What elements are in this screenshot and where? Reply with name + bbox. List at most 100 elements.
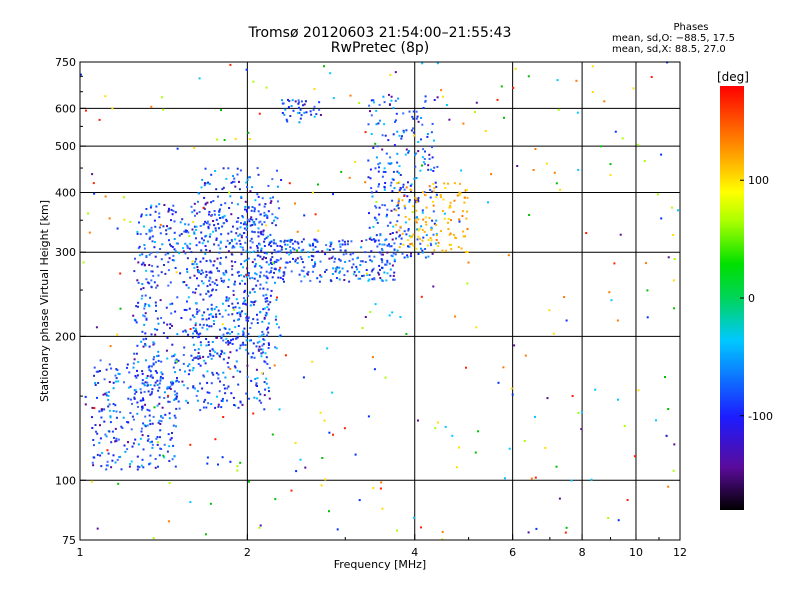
data-point <box>135 305 138 308</box>
data-point <box>232 245 235 248</box>
data-point <box>271 256 274 259</box>
data-point <box>367 279 370 282</box>
data-point <box>360 246 363 249</box>
data-point <box>236 167 239 170</box>
data-point <box>247 257 250 260</box>
data-point <box>332 248 335 251</box>
data-point <box>392 252 395 255</box>
data-point <box>221 225 224 228</box>
data-point <box>140 430 143 433</box>
data-point <box>307 255 310 258</box>
data-point <box>153 342 156 345</box>
data-point <box>199 364 202 367</box>
data-point <box>250 322 253 325</box>
data-point <box>263 394 266 397</box>
data-point <box>395 112 398 115</box>
data-point <box>667 408 670 410</box>
data-point <box>435 224 438 226</box>
data-point <box>443 217 446 220</box>
data-point <box>195 288 198 291</box>
data-point <box>208 276 211 279</box>
data-point <box>142 345 145 348</box>
data-point <box>117 380 120 383</box>
data-point <box>431 156 434 159</box>
data-point <box>167 269 170 272</box>
data-point <box>373 368 376 371</box>
data-point <box>187 286 190 289</box>
data-point <box>134 438 137 441</box>
data-point <box>558 497 561 500</box>
data-point <box>415 200 418 203</box>
data-point <box>145 254 148 257</box>
data-point <box>419 237 421 240</box>
data-point <box>132 442 135 445</box>
data-point <box>503 116 505 119</box>
data-point <box>239 226 242 229</box>
data-point <box>451 434 454 437</box>
data-point <box>314 262 317 265</box>
data-point <box>263 316 266 319</box>
data-point <box>497 381 500 384</box>
data-point <box>173 259 175 262</box>
data-point <box>156 379 159 382</box>
data-point <box>300 240 303 243</box>
data-point <box>565 319 568 322</box>
data-point <box>412 131 415 134</box>
data-point <box>398 229 401 232</box>
data-point <box>177 359 180 362</box>
data-point <box>421 249 424 252</box>
data-point <box>286 243 289 246</box>
data-point <box>594 388 597 391</box>
data-point <box>413 516 415 519</box>
data-point <box>294 441 297 444</box>
data-point <box>235 298 238 301</box>
data-point <box>263 205 266 208</box>
data-point <box>195 394 198 397</box>
data-point <box>119 411 122 414</box>
data-point <box>221 397 224 400</box>
data-point <box>135 391 138 393</box>
data-point <box>381 259 384 261</box>
data-point <box>237 234 240 237</box>
data-point <box>186 246 189 249</box>
data-point <box>218 208 221 211</box>
data-point <box>465 366 467 369</box>
data-point <box>406 195 409 198</box>
data-point <box>332 193 334 196</box>
data-point <box>272 196 274 199</box>
data-point <box>259 220 262 223</box>
data-point <box>254 263 257 265</box>
data-point <box>312 244 314 247</box>
data-point <box>247 352 250 355</box>
data-point <box>163 391 166 394</box>
data-point <box>557 108 560 111</box>
data-point <box>104 195 107 198</box>
data-point <box>189 328 192 330</box>
data-point <box>249 224 252 227</box>
data-point <box>168 417 171 420</box>
data-point <box>381 148 384 151</box>
data-point <box>192 343 195 346</box>
data-point <box>298 106 300 109</box>
data-point <box>201 237 203 240</box>
data-point <box>347 240 349 243</box>
data-point <box>218 210 221 213</box>
data-point <box>532 169 535 171</box>
data-point <box>422 236 425 239</box>
data-point <box>433 99 436 101</box>
data-point <box>229 63 232 66</box>
data-point <box>427 239 430 241</box>
data-point <box>248 251 251 254</box>
data-point <box>120 425 123 428</box>
data-point <box>169 327 171 330</box>
data-point <box>420 225 423 228</box>
data-point <box>212 230 215 233</box>
data-point <box>386 261 389 264</box>
data-point <box>220 109 222 112</box>
data-point <box>213 210 216 212</box>
data-point <box>153 384 156 387</box>
data-point <box>394 253 397 256</box>
data-point <box>227 286 230 288</box>
data-point <box>274 318 277 321</box>
data-point <box>281 112 284 114</box>
